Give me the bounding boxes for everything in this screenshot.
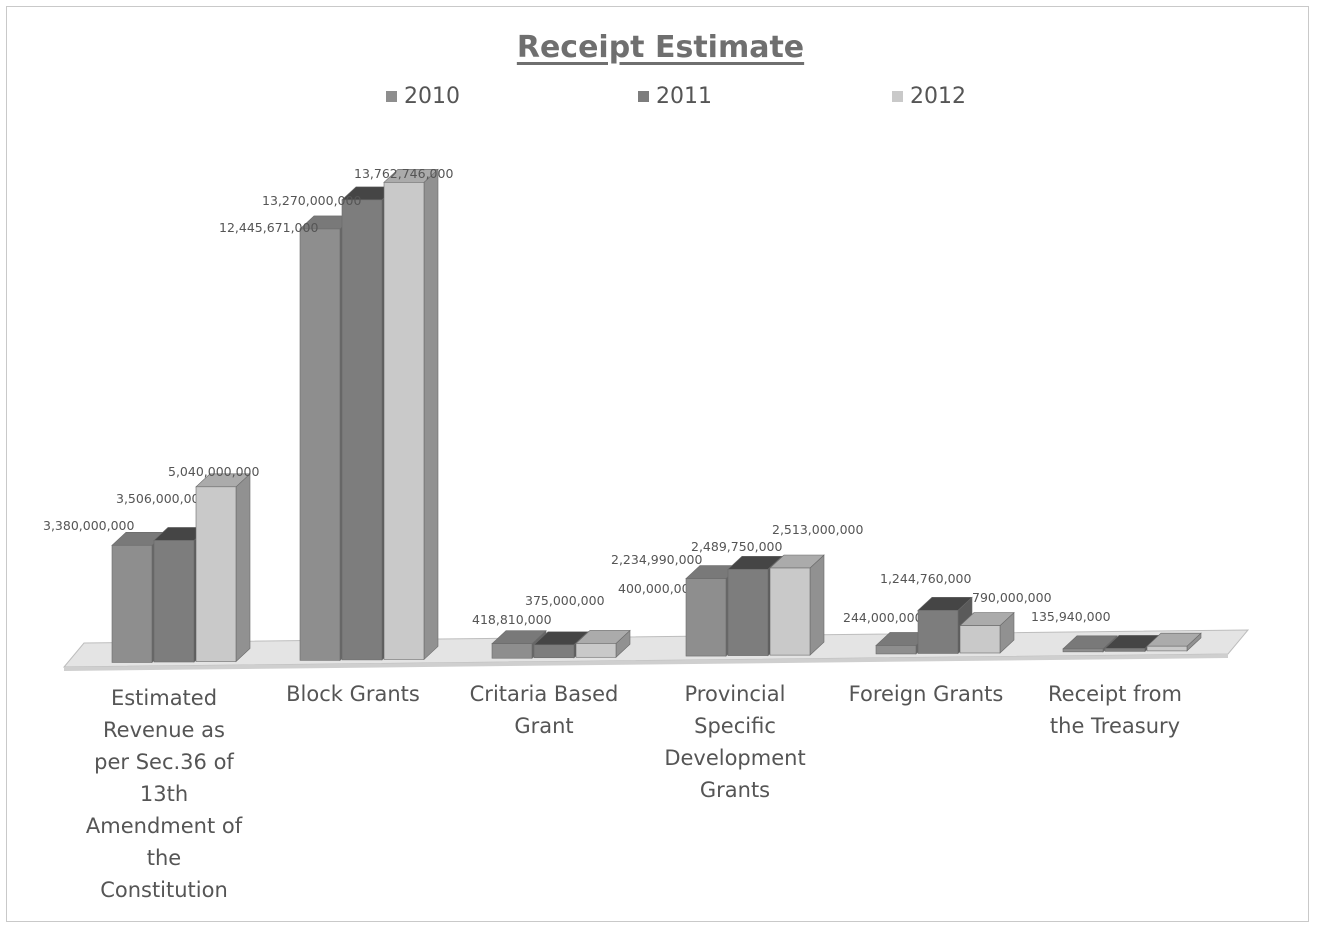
- data-label-2010-0: 3,380,000,000: [43, 518, 134, 533]
- bar-front-face: [1104, 648, 1146, 652]
- legend-item-2011: 2011: [638, 84, 712, 109]
- bar-front-face: [533, 644, 575, 659]
- category-label-0: Estimated Revenue as per Sec.36 of 13th Amen…: [69, 682, 259, 906]
- category-label-line: Grants: [699, 778, 771, 802]
- category-label-2: Critaria Based Grant: [449, 678, 639, 742]
- category-label-4: Foreign Grants: [831, 678, 1021, 710]
- legend-label-2011: 2011: [656, 84, 712, 109]
- bar-front-face: [383, 182, 425, 660]
- legend-label-2010: 2010: [404, 84, 460, 109]
- category-label-line: Grant: [514, 714, 574, 738]
- bar-front-face: [575, 643, 617, 658]
- data-label-2012-2: 400,000,000: [618, 581, 698, 596]
- legend-swatch-2012: [892, 91, 903, 102]
- legend-item-2010: 2010: [386, 84, 460, 109]
- data-label-2011-4: 1,244,760,000: [880, 571, 971, 586]
- bar-front-face: [769, 567, 811, 656]
- bar-side-face: [235, 473, 251, 663]
- data-label-2012-4: 790,000,000: [972, 590, 1052, 605]
- category-label-line: Amendment of: [85, 814, 243, 838]
- category-label-line: the: [146, 846, 182, 870]
- data-label-2012-5: 135,940,000: [1031, 609, 1111, 624]
- chart-floor-edge: [64, 654, 1228, 671]
- bar-side-face: [809, 554, 825, 656]
- bar-front-face: [341, 199, 383, 661]
- bar-front-face: [491, 643, 533, 659]
- category-label-5: Receipt from the Treasury: [1020, 678, 1210, 742]
- category-label-3: Provincial Specific Development Grants: [640, 678, 830, 806]
- category-label-line: Development: [664, 746, 806, 770]
- data-label-2011-1: 13,270,000,000: [262, 193, 361, 208]
- category-label-line: Receipt from: [1048, 682, 1182, 706]
- category-label-line: Specific: [694, 714, 776, 738]
- bar-front-face: [1062, 648, 1104, 653]
- data-label-2010-3: 2,234,990,000: [611, 552, 702, 567]
- bar-front-face: [959, 625, 1001, 654]
- category-label-1: Block Grants: [258, 678, 448, 710]
- bar-side-face: [423, 168, 439, 661]
- bar-front-face: [917, 610, 959, 654]
- legend-item-2012: 2012: [892, 84, 966, 109]
- data-label-2010-2: 418,810,000: [472, 612, 552, 627]
- bar-front-face: [1146, 645, 1188, 652]
- category-label-line: Foreign Grants: [848, 682, 1004, 706]
- category-label-line: Block Grants: [286, 682, 420, 706]
- bar-2012-0: [195, 473, 251, 663]
- bar-front-face: [299, 228, 341, 661]
- bar-front-face: [875, 645, 917, 655]
- category-label-line: 13th: [139, 782, 189, 806]
- category-label-line: Provincial: [684, 682, 786, 706]
- data-label-2012-1: 13,762,746,000: [354, 166, 453, 181]
- bar-front-face: [153, 540, 195, 663]
- bar-2012-2: [575, 629, 631, 658]
- bar-2012-5: [1146, 632, 1202, 652]
- chart-title: Receipt Estimate: [516, 30, 805, 65]
- category-label-line: Critaria Based: [469, 682, 619, 706]
- legend-label-2012: 2012: [910, 84, 966, 109]
- chart-frame: [6, 6, 1309, 922]
- data-label-2011-3: 2,489,750,000: [691, 539, 782, 554]
- category-label-line: per Sec.36 of: [94, 750, 234, 774]
- category-label-line: Revenue as: [103, 718, 225, 742]
- data-label-2012-3: 2,513,000,000: [772, 522, 863, 537]
- bar-front-face: [727, 568, 769, 656]
- data-label-2010-1: 12,445,671,000: [219, 220, 318, 235]
- bar-front-face: [685, 578, 727, 657]
- category-label-line: Constitution: [100, 878, 228, 902]
- legend-swatch-2011: [638, 91, 649, 102]
- category-label-line: Estimated: [110, 686, 218, 710]
- category-label-line: the Treasury: [1049, 714, 1181, 738]
- bar-front-face: [195, 486, 237, 662]
- bar-front-face: [111, 544, 153, 663]
- data-label-2012-0: 5,040,000,000: [168, 464, 259, 479]
- data-label-2011-0: 3,506,000,000: [116, 491, 207, 506]
- data-label-2010-4: 244,000,000: [843, 610, 923, 625]
- bar-2012-1: [383, 168, 439, 661]
- data-label-2011-2: 375,000,000: [525, 593, 605, 608]
- bar-2012-4: [959, 611, 1015, 654]
- bar-2012-3: [769, 554, 825, 656]
- legend-swatch-2010: [386, 91, 397, 102]
